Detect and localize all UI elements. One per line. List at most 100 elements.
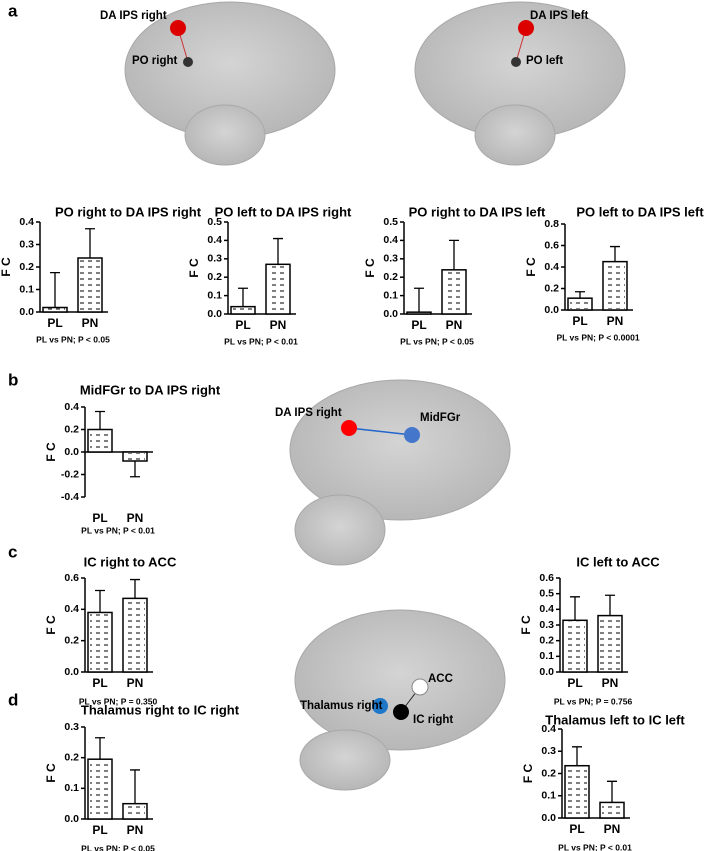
y-axis-label: F C xyxy=(521,764,535,784)
bar-hatch xyxy=(80,259,100,311)
bar-hatch xyxy=(567,766,587,817)
error-bar xyxy=(607,780,617,803)
x-tick-label: PN xyxy=(604,822,621,836)
chart-note: PL vs PN; P < 0.05 xyxy=(400,336,474,346)
y-tick-label: 0.0 xyxy=(64,666,79,678)
y-axis-label: F C xyxy=(363,258,377,278)
bar-hatch xyxy=(125,599,145,671)
panel-label: b xyxy=(8,370,18,389)
error-bar xyxy=(85,228,95,258)
brain-nodes xyxy=(170,20,534,720)
error-bar xyxy=(570,596,580,621)
brain-label: DA IPS right xyxy=(275,407,342,419)
error-bar xyxy=(572,746,582,766)
y-tick-label: 0.2 xyxy=(539,634,554,646)
x-tick-label: PL xyxy=(411,318,426,332)
y-axis-label: F C xyxy=(0,257,13,277)
y-tick-label: 0.3 xyxy=(207,253,222,265)
y-tick-label: 0.2 xyxy=(383,271,398,283)
y-tick-label: -0.4 xyxy=(61,491,79,503)
error-bar xyxy=(95,589,105,613)
y-tick-label: 0.1 xyxy=(383,289,398,301)
y-tick-label: 0.0 xyxy=(207,308,222,320)
error-bar xyxy=(449,239,459,270)
y-tick-label: 0.0 xyxy=(541,812,556,824)
panel-label: a xyxy=(8,1,18,20)
chart-note: PL vs PN; P < 0.01 xyxy=(558,842,632,851)
y-tick-label: 0.2 xyxy=(64,634,79,646)
bar-hatch xyxy=(90,430,110,451)
y-tick-label: 0.2 xyxy=(64,423,79,435)
y-tick-label: 0.1 xyxy=(19,283,34,295)
y-tick-label: 0.6 xyxy=(544,239,559,251)
bar-hatch xyxy=(268,265,288,313)
brain-label: MidFGr xyxy=(420,412,461,424)
error-bar xyxy=(414,287,424,313)
chart-note: PL vs PN; P = 0.350 xyxy=(79,696,158,706)
y-tick-label: -0.2 xyxy=(61,468,79,480)
y-tick-label: 0.0 xyxy=(64,446,79,458)
y-tick-label: 0.2 xyxy=(544,282,559,294)
y-tick-label: 0.2 xyxy=(19,261,34,273)
error-bar xyxy=(238,287,248,307)
y-tick-label: 0.4 xyxy=(383,234,398,246)
y-tick-label: 0.2 xyxy=(64,751,79,763)
panel-label: c xyxy=(8,542,17,561)
chart-note: PL vs PN; P = 0.756 xyxy=(554,696,633,706)
chart-note: PL vs PN; P < 0.05 xyxy=(36,334,110,344)
y-tick-label: 0.6 xyxy=(539,572,554,584)
y-axis-label: F C xyxy=(519,615,533,635)
bar-hatch xyxy=(45,308,65,311)
y-tick-label: 0.0 xyxy=(19,306,34,318)
bar-hatch xyxy=(125,453,145,460)
chart-title: PO right to DA IPS right xyxy=(55,204,202,219)
brain-label: ACC xyxy=(428,673,453,685)
y-tick-label: 0.3 xyxy=(64,721,79,733)
y-tick-label: 0.4 xyxy=(541,723,556,735)
y-tick-label: 0.4 xyxy=(19,216,34,228)
error-bar xyxy=(575,291,585,299)
y-axis-label: F C xyxy=(44,763,58,783)
y-axis-label: F C xyxy=(44,615,58,635)
y-tick-label: 0.4 xyxy=(64,401,79,413)
x-tick-label: PL xyxy=(572,314,587,328)
y-tick-label: 0.4 xyxy=(544,261,559,273)
bar-hatch xyxy=(444,270,464,313)
y-tick-label: 0.0 xyxy=(383,308,398,320)
brain-label: Thalamus right xyxy=(300,700,383,712)
y-tick-label: 0.2 xyxy=(207,271,222,283)
x-tick-label: PN xyxy=(446,318,463,332)
panel-label: d xyxy=(8,690,18,709)
chart-title: PO left to DA IPS right xyxy=(215,204,352,219)
chart-title: MidFGr to DA IPS right xyxy=(80,382,221,397)
chart-note: PL vs PN; P < 0.0001 xyxy=(556,332,639,342)
bar-hatch xyxy=(90,760,110,818)
brain-images xyxy=(124,1,626,791)
x-tick-label: PL xyxy=(569,822,584,836)
y-tick-label: 0.0 xyxy=(539,666,554,678)
y-tick-label: 0.1 xyxy=(64,782,79,794)
error-bar xyxy=(95,410,105,430)
y-tick-label: 0.1 xyxy=(207,289,222,301)
chart-title: PO right to DA IPS left xyxy=(409,204,546,219)
x-tick-label: PN xyxy=(607,314,624,328)
brain-label: DA IPS left xyxy=(530,10,589,22)
y-tick-label: 0.8 xyxy=(544,218,559,230)
error-bar xyxy=(605,594,615,616)
brain-label: DA IPS right xyxy=(100,10,167,22)
error-bar xyxy=(130,578,140,599)
y-axis-label: F C xyxy=(187,258,201,278)
y-axis-label: F C xyxy=(524,257,538,277)
y-tick-label: 0.0 xyxy=(544,304,559,316)
x-tick-label: PN xyxy=(82,316,99,330)
bar-hatch xyxy=(90,613,110,671)
error-bar xyxy=(130,461,140,478)
x-tick-label: PN xyxy=(127,511,144,525)
error-bar xyxy=(130,769,140,804)
x-tick-label: PL xyxy=(92,823,107,837)
y-tick-label: 0.3 xyxy=(19,238,34,250)
y-tick-label: 0.5 xyxy=(207,216,222,228)
bar-hatch xyxy=(125,804,145,818)
bar-hatch xyxy=(605,262,625,309)
